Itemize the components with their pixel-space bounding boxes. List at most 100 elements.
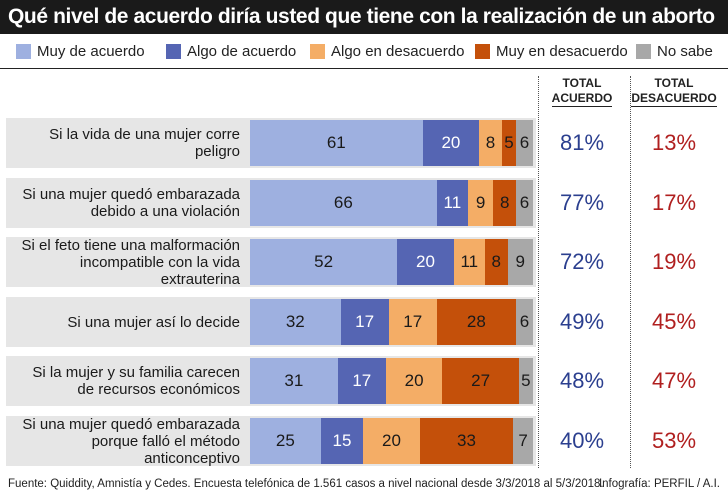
bar-value-label: 66	[333, 193, 353, 212]
category-label: Si una mujer así lo decide	[6, 297, 244, 347]
legend-label: Algo de acuerdo	[187, 42, 297, 60]
bar-segment-no-sabe: 6	[516, 180, 533, 226]
bar-segment-muy-de-acuerdo: 52	[250, 239, 398, 285]
legend-item-algo-de-acuerdo: Algo de acuerdo	[166, 42, 296, 60]
total-acuerdo-value: 81%	[559, 130, 605, 155]
category-label: Si una mujer quedó embarazada porque fall…	[6, 416, 244, 467]
totals-column-background	[536, 118, 722, 468]
bar-value-label: 15	[332, 431, 352, 450]
legend-label: Algo en desacuerdo	[331, 42, 465, 60]
bar-value-label: 33	[457, 431, 476, 450]
category-label-line: de recursos económicos	[77, 381, 240, 398]
category-label-line: debido a una violación	[90, 203, 240, 220]
bar-segment-muy-en-desacuerdo: 8	[484, 239, 508, 285]
bar-value-label: 9	[475, 193, 486, 212]
bar-value-label: 20	[415, 252, 435, 271]
bar-value-label: 8	[499, 193, 510, 212]
category-label-line: Si una mujer así lo decide	[67, 313, 240, 331]
bar-value-label: 25	[275, 431, 295, 450]
category-label: Si la vida de una mujer corre peligro	[6, 118, 244, 168]
bar-value-label: 8	[485, 133, 496, 152]
legend-item-algo-en-desacuerdo: Algo en desacuerdo	[310, 42, 464, 60]
bar-segment-algo-de-acuerdo: 15	[320, 418, 364, 464]
bar-segment-muy-de-acuerdo: 31	[250, 358, 338, 404]
legend-label: Muy en desacuerdo	[496, 42, 628, 60]
legend-label: No sabe	[657, 42, 713, 60]
bar-segment-muy-en-desacuerdo: 33	[419, 418, 514, 464]
bar-value-label: 20	[382, 431, 401, 450]
legend: Muy de acuerdo Algo de acuerdo Algo en d…	[0, 38, 728, 64]
bar-segment-algo-de-acuerdo: 11	[436, 180, 468, 226]
bar-segment-muy-de-acuerdo: 61	[250, 120, 423, 166]
legend-item-muy-de-acuerdo: Muy de acuerdo	[16, 42, 145, 60]
bar-value-label: 5	[504, 133, 514, 152]
category-label-line: porque falló el método anticonceptivo	[91, 432, 240, 467]
category-label: Si el feto tiene una malformación incompa…	[6, 237, 244, 288]
bar-segment-muy-en-desacuerdo: 8	[493, 180, 516, 226]
legend-swatch	[166, 43, 181, 59]
bar-value-label: 6	[519, 193, 530, 212]
category-label-line: incompatible con la vida extrauterina	[79, 253, 240, 288]
legend-swatch	[310, 43, 325, 59]
bar-segment-algo-de-acuerdo: 17	[337, 358, 386, 404]
bar-segment-algo-en-desacuerdo: 20	[363, 418, 420, 464]
bar-segment-muy-en-desacuerdo: 5	[501, 120, 516, 166]
bar-segment-no-sabe: 5	[518, 358, 533, 404]
bar-segment-no-sabe: 6	[516, 120, 533, 166]
bar-segment-no-sabe: 9	[507, 239, 533, 285]
bar-segment-algo-en-desacuerdo: 11	[453, 239, 485, 285]
bar-segment-algo-de-acuerdo: 17	[340, 299, 389, 345]
chart-title: Qué nivel de acuerdo diría usted que tie…	[0, 0, 728, 34]
bar-segment-muy-en-desacuerdo: 28	[436, 299, 516, 345]
bar-value-label: 61	[326, 133, 346, 152]
bar-value-label: 6	[519, 133, 530, 152]
bar-segment-no-sabe: 6	[516, 299, 533, 345]
category-label: Si la mujer y su familia carecen de recur…	[6, 356, 244, 406]
bar-segment-algo-de-acuerdo: 20	[422, 120, 480, 166]
legend-item-muy-en-desacuerdo: Muy en desacuerdo	[475, 42, 628, 60]
bar-value-label: 9	[515, 252, 525, 271]
total-desacuerdo-value: 17%	[651, 190, 697, 215]
bar-value-label: 20	[404, 371, 424, 390]
bar-value-label: 17	[352, 371, 372, 390]
bar-value-label: 52	[314, 252, 334, 271]
total-acuerdo-value: 48%	[559, 368, 605, 393]
bar-value-label: 7	[518, 431, 528, 450]
legend-swatch	[475, 43, 490, 59]
total-acuerdo-value: 77%	[559, 190, 605, 215]
bar-segment-muy-en-desacuerdo: 27	[442, 358, 519, 404]
bar-value-label: 20	[441, 133, 461, 152]
bar-segment-algo-en-desacuerdo: 20	[385, 358, 443, 404]
total-desacuerdo-value: 47%	[651, 368, 697, 393]
bar-segment-algo-en-desacuerdo: 17	[388, 299, 437, 345]
legend-label: Muy de acuerdo	[37, 42, 145, 60]
bar-segment-algo-en-desacuerdo: 9	[467, 180, 494, 226]
bar-value-label: 11	[443, 193, 462, 212]
total-desacuerdo-value: 45%	[651, 309, 697, 334]
total-desacuerdo-header-line1: TOTAL	[654, 76, 694, 90]
category-label: Si una mujer quedó embarazada debido a un…	[6, 178, 244, 228]
bar-value-label: 17	[355, 312, 375, 331]
bar-segment-no-sabe: 7	[513, 418, 533, 464]
totals-divider-left	[538, 76, 540, 468]
total-acuerdo-value: 72%	[559, 249, 605, 274]
total-desacuerdo-header: TOTAL DESACUERDO	[629, 76, 719, 107]
legend-swatch	[16, 43, 31, 59]
total-acuerdo-header: TOTAL ACUERDO	[537, 76, 627, 107]
total-acuerdo-value: 40%	[559, 428, 605, 453]
bar-segment-algo-en-desacuerdo: 8	[479, 120, 502, 166]
credit-note: Infografía: PERFIL / A.I.	[598, 478, 720, 490]
bar-segment-algo-de-acuerdo: 20	[397, 239, 454, 285]
legend-swatch	[636, 43, 651, 59]
bar-value-label: 5	[521, 371, 531, 390]
bar-value-label: 6	[519, 312, 530, 331]
total-desacuerdo-value: 53%	[651, 428, 697, 453]
category-label-line: Si la mujer y su familia carecen	[32, 364, 240, 381]
bar-value-label: 27	[471, 371, 491, 390]
total-desacuerdo-value: 13%	[651, 130, 697, 155]
bar-value-label: 17	[403, 312, 423, 331]
total-desacuerdo-header-line2: DESACUERDO	[631, 91, 717, 107]
bar-segment-muy-de-acuerdo: 25	[250, 418, 321, 464]
legend-divider	[0, 68, 728, 69]
